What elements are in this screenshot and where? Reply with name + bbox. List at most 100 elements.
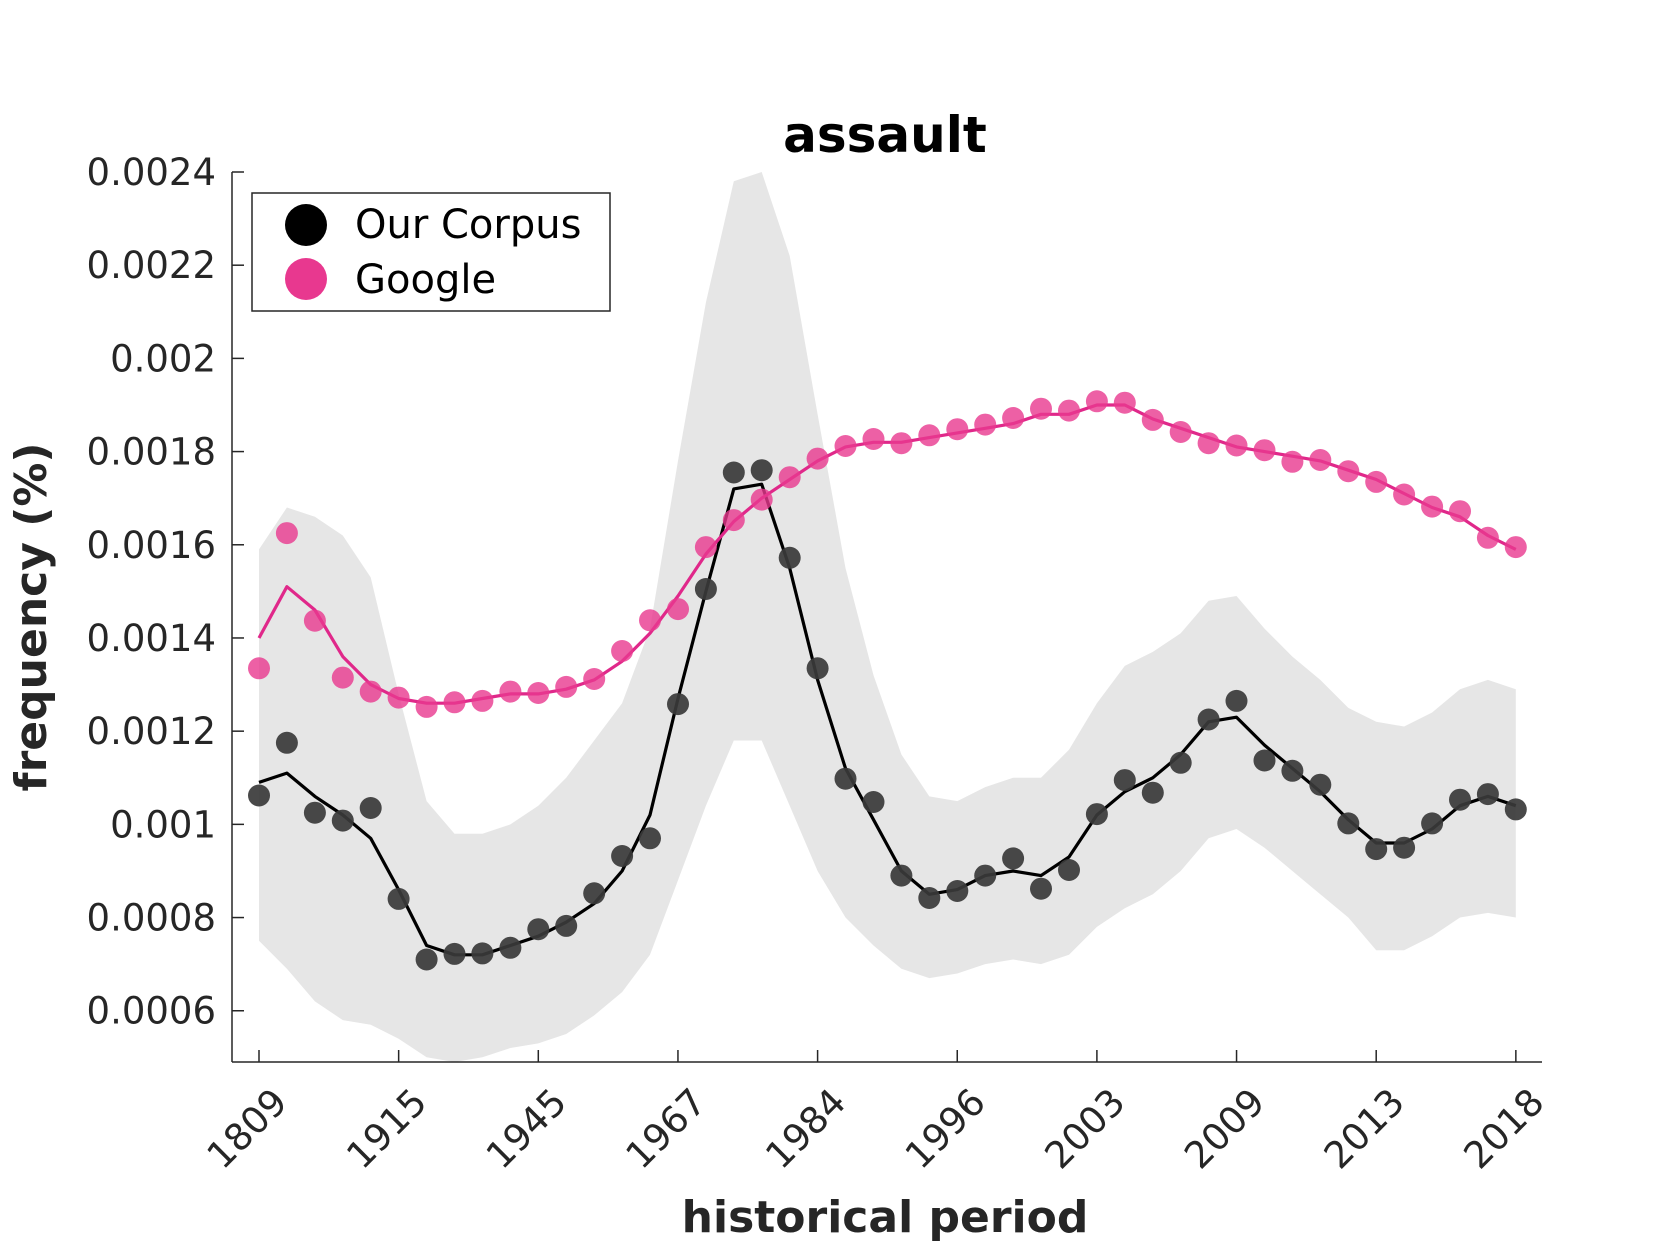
data-point-google	[750, 488, 773, 511]
legend: Our Corpus Google	[251, 192, 611, 312]
data-point-google	[443, 691, 466, 714]
chart-title: assault	[783, 106, 987, 164]
data-point-google	[499, 680, 522, 703]
data-point-our-corpus	[1365, 838, 1388, 861]
trend-line-our-corpus	[258, 482, 1517, 957]
data-point-our-corpus	[443, 942, 466, 965]
data-point-google	[639, 609, 661, 632]
data-point-our-corpus	[722, 461, 745, 484]
data-point-our-corpus	[1337, 812, 1360, 835]
data-point-our-corpus	[1449, 788, 1471, 811]
data-point-google	[890, 432, 913, 455]
y-tick-label: 0.0018	[87, 431, 216, 474]
data-point-our-corpus	[974, 864, 997, 887]
x-tick-label: 1996	[897, 1080, 994, 1177]
data-point-our-corpus	[471, 942, 494, 965]
data-point-google	[918, 424, 941, 447]
data-point-google	[1365, 470, 1388, 493]
legend-marker-our-corpus	[285, 204, 327, 246]
data-point-google	[806, 447, 829, 470]
data-point-google	[303, 609, 326, 632]
data-point-google	[387, 686, 410, 709]
data-point-our-corpus	[1476, 783, 1499, 806]
data-point-our-corpus	[918, 887, 941, 909]
data-point-our-corpus	[862, 791, 885, 813]
data-point-google	[1393, 483, 1416, 506]
data-point-our-corpus	[527, 918, 550, 941]
data-point-google	[694, 536, 717, 559]
y-tick-label: 0.0024	[87, 151, 216, 194]
data-point-google	[1476, 526, 1499, 549]
legend-label-our-corpus: Our Corpus	[355, 202, 581, 248]
x-tick-label: 1967	[618, 1080, 715, 1177]
data-point-google	[1421, 495, 1444, 518]
data-point-our-corpus	[1085, 803, 1108, 826]
data-point-our-corpus	[806, 657, 829, 680]
data-point-our-corpus	[555, 914, 578, 937]
data-point-our-corpus	[946, 880, 969, 902]
y-tick-label: 0.0014	[87, 617, 216, 660]
data-point-google	[359, 680, 382, 703]
data-point-our-corpus	[303, 801, 326, 824]
data-point-google	[583, 668, 606, 690]
data-point-our-corpus	[694, 578, 717, 600]
data-point-google	[1169, 421, 1192, 443]
x-tick-label: 1915	[338, 1080, 435, 1177]
x-tick-label: 2013	[1316, 1080, 1413, 1177]
data-point-our-corpus	[1030, 877, 1052, 900]
data-point-our-corpus	[1058, 859, 1080, 881]
data-point-our-corpus	[331, 809, 354, 832]
data-point-our-corpus	[639, 827, 661, 850]
data-point-our-corpus	[1504, 798, 1527, 821]
data-point-google	[1504, 536, 1527, 559]
data-point-google	[1197, 432, 1220, 455]
data-point-google	[1085, 390, 1108, 413]
data-point-google	[722, 509, 745, 532]
data-point-our-corpus	[359, 797, 382, 819]
data-point-our-corpus	[583, 882, 606, 905]
legend-label-google: Google	[355, 257, 496, 303]
data-point-our-corpus	[275, 731, 298, 754]
data-point-google	[1309, 449, 1332, 471]
data-point-our-corpus	[1421, 812, 1444, 835]
data-point-our-corpus	[1113, 769, 1136, 792]
data-point-google	[834, 435, 857, 457]
confidence-band-area	[259, 172, 1516, 1062]
legend-marker-google	[285, 258, 327, 300]
data-point-our-corpus	[1309, 773, 1332, 796]
data-point-our-corpus	[890, 864, 913, 887]
data-point-google	[667, 598, 689, 621]
data-point-our-corpus	[1253, 749, 1276, 772]
data-point-our-corpus	[750, 459, 773, 482]
data-point-our-corpus	[499, 936, 522, 959]
data-point-google	[1141, 408, 1164, 431]
data-point-google	[248, 657, 270, 680]
data-point-our-corpus	[1169, 751, 1192, 774]
y-tick-label: 0.0022	[87, 244, 216, 287]
x-tick-label: 2018	[1456, 1080, 1553, 1177]
confidence-band	[259, 172, 1516, 1062]
y-tick-label: 0.002	[110, 337, 216, 380]
data-point-our-corpus	[1002, 847, 1025, 870]
data-point-our-corpus	[387, 887, 410, 910]
trend-line-google	[257, 403, 1517, 705]
data-point-google	[1449, 500, 1471, 523]
data-point-our-corpus	[611, 845, 634, 867]
x-axis-title: historical period	[682, 1192, 1089, 1243]
data-point-our-corpus	[834, 767, 857, 790]
data-point-google	[974, 413, 997, 436]
data-point-our-corpus	[248, 784, 270, 807]
x-tick-label: 1809	[199, 1080, 296, 1177]
y-tick-label: 0.0012	[87, 710, 216, 753]
data-point-our-corpus	[1141, 781, 1164, 804]
data-point-google	[1337, 460, 1360, 483]
data-point-google	[1281, 450, 1304, 473]
data-point-our-corpus	[667, 693, 689, 716]
data-point-google	[555, 675, 578, 698]
data-point-google	[1113, 391, 1136, 414]
data-point-google	[527, 682, 550, 704]
data-point-google	[1030, 397, 1052, 420]
x-tick-label: 1945	[478, 1080, 575, 1177]
data-point-our-corpus	[1197, 708, 1220, 731]
data-point-google	[778, 466, 801, 489]
